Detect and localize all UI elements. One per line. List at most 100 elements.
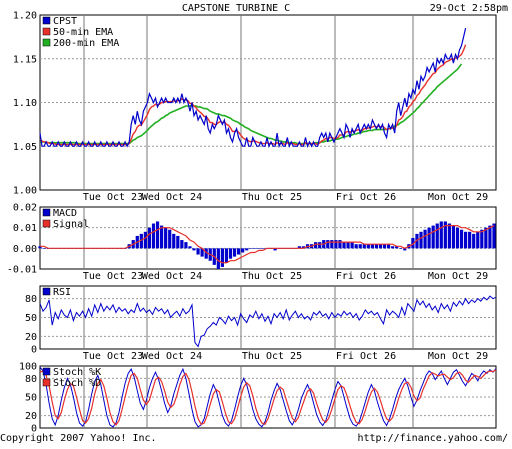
price-panel-legend-label: 200-min EMA <box>53 38 119 49</box>
macd-bar <box>232 248 237 257</box>
macd-bar <box>476 231 480 249</box>
price-panel-xtick-label: Tue Oct 23 <box>83 192 143 203</box>
rsi-panel-ytick-label: 80 <box>25 294 37 305</box>
price-panel-xtick-label: Mon Oct 29 <box>428 192 488 203</box>
macd-bar <box>184 242 188 249</box>
macd-bar <box>419 231 423 249</box>
macd-bar <box>172 233 176 249</box>
macd-bar <box>237 248 241 255</box>
source-url: http://finance.yahoo.com/ <box>357 433 508 444</box>
stochastic-panel-legend-swatch <box>42 378 51 387</box>
price-panel-legend-swatch <box>42 38 51 47</box>
macd-bar <box>180 240 184 249</box>
macd-panel-ytick-label: 0.00 <box>13 244 37 255</box>
macd-panel-xtick-label: Mon Oct 29 <box>428 271 488 282</box>
macd-bar <box>245 248 249 251</box>
macd-panel-legend-swatch <box>42 208 51 217</box>
macd-bar <box>334 240 338 249</box>
macd-bar <box>253 248 257 249</box>
stochastic-panel-series-1 <box>39 369 497 426</box>
macd-bar <box>228 248 233 259</box>
macd-bar <box>382 244 387 249</box>
macd-bar <box>338 240 342 249</box>
macd-bar <box>301 246 306 249</box>
macd-panel-xtick-label: Thu Oct 25 <box>242 271 302 282</box>
macd-bar <box>200 248 204 257</box>
macd-panel-xtick-label: Fri Oct 26 <box>336 271 396 282</box>
macd-bar <box>38 246 42 249</box>
rsi-panel-xtick-label: Mon Oct 29 <box>428 351 488 362</box>
macd-panel-legend-swatch <box>42 219 51 228</box>
rsi-panel-legend-label: RSI <box>53 287 71 298</box>
macd-panel-xtick-label: Tue Oct 23 <box>83 271 143 282</box>
macd-bar <box>431 225 435 249</box>
price-panel-ytick-label: 1.20 <box>13 11 37 22</box>
macd-bar <box>492 223 496 249</box>
macd-bar <box>468 231 472 249</box>
macd-bar <box>423 229 427 249</box>
price-panel-legend-swatch <box>42 16 51 25</box>
macd-bar <box>188 246 192 249</box>
macd-bar <box>386 244 391 249</box>
macd-bar <box>249 248 253 249</box>
macd-bar <box>151 223 156 249</box>
macd-bar <box>358 244 362 249</box>
macd-bar <box>318 242 322 249</box>
rsi-panel-series-0 <box>39 295 497 348</box>
macd-bar <box>439 221 443 249</box>
price-panel-legend-swatch <box>42 27 51 36</box>
macd-bar <box>435 223 439 249</box>
macd-bar <box>427 227 431 249</box>
stochastic-panel-ytick-label: 80 <box>25 374 37 385</box>
macd-bar <box>480 229 484 249</box>
macd-bar <box>196 248 200 255</box>
macd-bar <box>411 238 415 249</box>
stochastic-panel-ytick-label: 50 <box>25 393 37 404</box>
macd-bar <box>147 227 152 249</box>
macd-bar <box>455 227 460 249</box>
price-panel-legend-label: 50-min EMA <box>53 27 113 38</box>
macd-bar <box>192 248 196 251</box>
macd-bar <box>374 244 379 249</box>
macd-bar <box>139 233 143 249</box>
price-panel-ytick-label: 1.10 <box>13 98 37 109</box>
macd-bar <box>443 221 447 249</box>
macd-panel-legend-label: Signal <box>53 219 89 230</box>
signal-line <box>40 225 495 264</box>
macd-bar <box>464 231 468 249</box>
macd-bar <box>176 235 180 249</box>
rsi-panel-ytick-label: 20 <box>25 332 37 343</box>
macd-panel-ytick-label: 0.02 <box>13 203 37 214</box>
price-panel-xtick-label: Thu Oct 25 <box>242 192 302 203</box>
macd-bar <box>370 244 374 249</box>
macd-bar <box>488 225 492 249</box>
price-panel-ytick-label: 1.05 <box>13 142 37 153</box>
macd-bar <box>451 225 456 249</box>
rsi-panel-xtick-label: Fri Oct 26 <box>336 351 396 362</box>
macd-bar <box>326 240 330 249</box>
macd-bar <box>354 244 358 249</box>
macd-bar <box>273 248 277 251</box>
macd-bar <box>42 248 46 249</box>
copyright-text: Copyright 2007 Yahoo! Inc. <box>0 433 157 444</box>
macd-bar <box>459 229 464 249</box>
macd-bar <box>350 242 354 249</box>
macd-bar <box>168 229 172 249</box>
macd-bar <box>204 248 208 259</box>
stochastic-panel-legend-label: Stoch %K <box>53 367 101 378</box>
macd-bar <box>362 244 366 249</box>
stochastic-panel-ytick-label: 0 <box>31 424 37 435</box>
stochastic-panel-legend-label: Stoch %D <box>53 378 101 389</box>
macd-bar <box>399 248 403 249</box>
stochastic-panel-ytick-label: 100 <box>19 362 37 373</box>
macd-bar <box>164 227 168 249</box>
macd-bar <box>216 248 220 269</box>
macd-bar <box>342 242 346 249</box>
macd-bar <box>346 242 350 249</box>
macd-bar <box>224 248 229 263</box>
chart-title: CAPSTONE TURBINE C <box>182 3 290 14</box>
chart-timestamp: 29-Oct 2:58pm <box>430 3 508 14</box>
macd-bar <box>297 246 302 249</box>
